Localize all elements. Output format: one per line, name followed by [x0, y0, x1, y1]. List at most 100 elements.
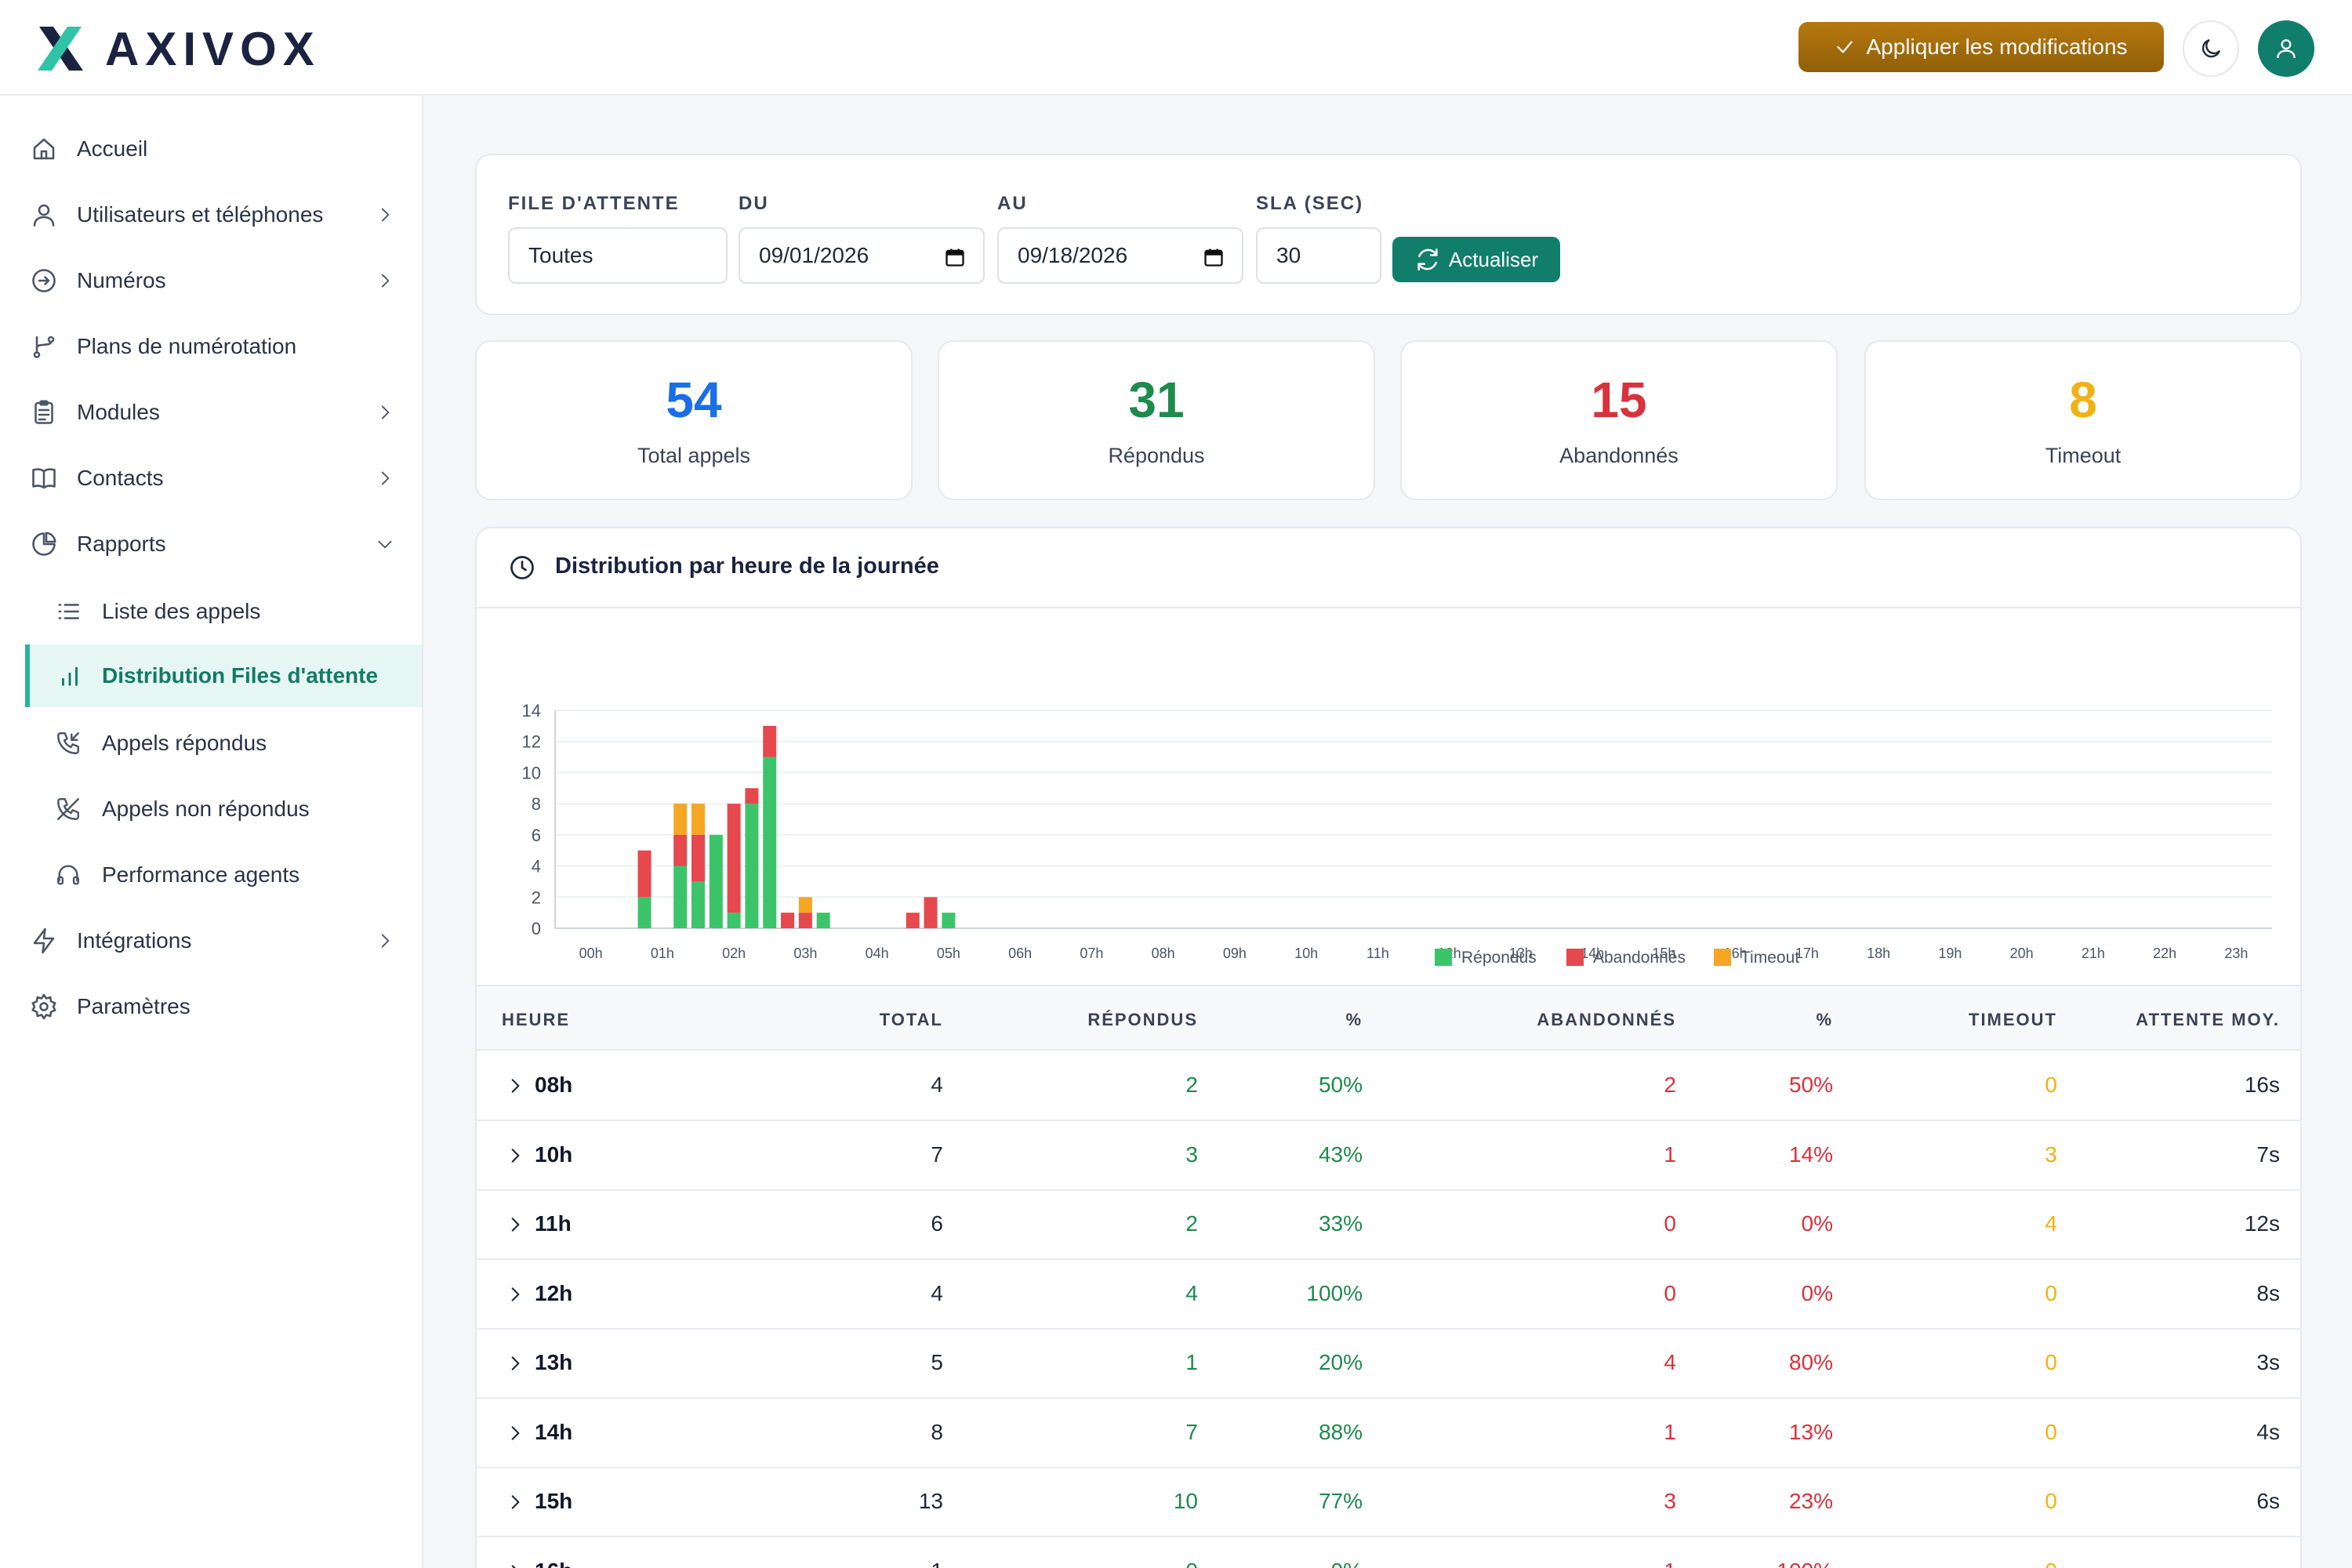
x-tick-label: 14h [1581, 946, 1604, 961]
x-tick-label: 07h [1080, 946, 1103, 961]
row-timeout: 0 [1888, 1559, 2057, 1568]
row-abandoned-pct: 0% [1801, 1280, 1833, 1305]
sidebar-item-parametres[interactable]: Paramètres [0, 975, 422, 1038]
row-hour: 08h [535, 1073, 573, 1097]
refresh-button[interactable]: Actualiser [1392, 237, 1560, 282]
table-row[interactable]: 10h 7 3 43% 1 14% 3 7s [477, 1122, 2300, 1191]
sidebar-item-rapports[interactable]: Rapports [0, 513, 422, 575]
to-date-input[interactable]: 09/18/2026 [997, 227, 1243, 284]
chevron-right-icon[interactable] [505, 1492, 525, 1512]
th-hour[interactable]: HEURE [502, 1010, 571, 1029]
sidebar-item-integrations[interactable]: Intégrations [0, 909, 422, 972]
sidebar-item-accueil[interactable]: Accueil [0, 118, 422, 180]
user-menu-button[interactable] [2258, 20, 2314, 77]
row-abandoned: 0 [1664, 1280, 1676, 1305]
sidebar-item-label: Rapports [77, 532, 166, 556]
chevron-right-icon[interactable] [375, 205, 395, 225]
y-tick-label: 2 [532, 887, 541, 907]
x-tick-label: 20h [2010, 946, 2034, 961]
chevron-right-icon[interactable] [505, 1562, 525, 1568]
calendar-icon[interactable] [1203, 246, 1225, 268]
sidebar-item-plans-de-numerotation[interactable]: Plans de numérotation [0, 315, 422, 378]
sidebar-item-distribution-files-d-attente[interactable]: Distribution Files d'attente [25, 644, 422, 707]
calendar-icon[interactable] [944, 246, 966, 268]
apply-changes-label: Appliquer les modifications [1866, 34, 2128, 59]
chevron-right-icon[interactable] [375, 468, 395, 488]
chevron-right-icon[interactable] [505, 1423, 525, 1443]
row-abandoned-pct: 0% [1801, 1211, 1833, 1236]
chevron-right-icon[interactable] [375, 931, 395, 951]
sidebar-item-label: Numéros [77, 268, 166, 292]
row-answered-pct: 0% [1261, 1559, 1363, 1568]
th-abandoned[interactable]: ABANDONNÉS [1537, 1010, 1676, 1029]
user-icon [2277, 39, 2296, 59]
sidebar-item-modules[interactable]: Modules [0, 381, 422, 444]
th-avg-wait[interactable]: ATTENTE MOY. [2136, 1010, 2280, 1029]
sidebar-item-contacts[interactable]: Contacts [0, 447, 422, 510]
bar-abandoned [763, 725, 777, 757]
brand-logo[interactable]: AXIVOX [34, 23, 321, 75]
row-timeout: 0 [2045, 1489, 2057, 1513]
sidebar-item-liste-des-appels[interactable]: Liste des appels [0, 580, 422, 643]
table-row[interactable]: 12h 4 4 100% 0 0% 0 8s [477, 1261, 2300, 1330]
row-hour: 15h [535, 1489, 573, 1513]
sla-input[interactable]: 30 [1256, 227, 1381, 284]
chevron-right-icon[interactable] [505, 1353, 525, 1374]
theme-toggle-button[interactable] [2183, 20, 2239, 77]
sidebar-item-numeros[interactable]: Numéros [0, 249, 422, 312]
chevron-right-icon[interactable] [505, 1145, 525, 1166]
x-tick-label: 02h [722, 946, 746, 961]
chevron-right-icon[interactable] [505, 1284, 525, 1305]
book-icon [32, 468, 56, 489]
bar-abandoned [924, 897, 938, 928]
legend-label: Timeout [1740, 949, 1799, 967]
th-answered-pct[interactable]: % [1345, 1010, 1363, 1029]
sidebar-item-utilisateurs-et-telephones[interactable]: Utilisateurs et téléphones [0, 183, 422, 246]
bar-timeout [798, 897, 812, 913]
table-row[interactable]: 08h 4 2 50% 2 50% 0 16s [477, 1052, 2300, 1121]
th-total[interactable]: TOTAL [879, 1010, 943, 1029]
table-row[interactable]: 13h 5 1 20% 4 80% 0 3s [477, 1330, 2300, 1399]
bar-answered [763, 757, 777, 928]
table-row[interactable]: 15h 13 10 77% 3 23% 0 6s [477, 1468, 2300, 1537]
th-timeout[interactable]: TIMEOUT [1969, 1010, 2057, 1029]
chart-header: Distribution par heure de la journée [477, 528, 2300, 608]
table-row[interactable]: 11h 6 2 33% 0 0% 4 12s [477, 1191, 2300, 1260]
sidebar-item-label: Appels non répondus [102, 797, 310, 821]
row-avg-wait: 4s [2256, 1419, 2280, 1444]
refresh-icon [1417, 248, 1438, 271]
chevron-right-icon[interactable] [375, 402, 395, 423]
stat-abandoned-value: 15 [1591, 372, 1647, 428]
x-tick-label: 11h [1367, 946, 1389, 961]
stat-card-abandoned: 15 Abandonnés [1400, 340, 1838, 500]
sidebar-item-performance-agents[interactable]: Performance agents [0, 844, 422, 906]
row-answered-pct: 20% [1318, 1350, 1363, 1374]
chevron-right-icon[interactable] [505, 1076, 525, 1096]
x-tick-label: 19h [1938, 946, 1962, 961]
th-abandoned-pct[interactable]: % [1816, 1010, 1833, 1029]
row-hour: 12h [535, 1280, 573, 1305]
x-tick-label: 01h [651, 946, 674, 961]
table-row[interactable]: 14h 8 7 88% 1 13% 0 4s [477, 1399, 2300, 1468]
x-tick-label: 08h [1152, 946, 1175, 961]
bar-abandoned [691, 834, 705, 882]
table-row[interactable]: 16h100%1100%0 [477, 1538, 2300, 1568]
queue-select[interactable]: Toutes [508, 227, 728, 284]
chevron-down-icon[interactable] [375, 534, 395, 554]
chevron-right-icon[interactable] [505, 1214, 525, 1235]
chevron-right-icon[interactable] [375, 270, 395, 291]
y-tick-label: 12 [522, 732, 541, 752]
sidebar-item-label: Contacts [77, 466, 164, 490]
bar-answered [691, 881, 705, 928]
from-date-input[interactable]: 09/01/2026 [739, 227, 985, 284]
th-answered[interactable]: RÉPONDUS [1087, 1010, 1198, 1029]
hourly-distribution-chart: 0 2 4 6 8 10 12 14 00h 01h 02h 03h 04h 05h 06h 07h 08h 09… [522, 701, 2272, 967]
row-hour: 10h [535, 1142, 573, 1167]
apply-changes-button[interactable]: Appliquer les modifications [1798, 22, 2164, 72]
sidebar-item-appels-repondus[interactable]: Appels répondus [0, 712, 422, 775]
sidebar-item-appels-non-repondus[interactable]: Appels non répondus [0, 778, 422, 840]
row-total: 1 [786, 1559, 943, 1568]
bar-abandoned [798, 913, 812, 928]
row-hour: 14h [535, 1419, 573, 1444]
row-abandoned: 2 [1664, 1073, 1676, 1097]
